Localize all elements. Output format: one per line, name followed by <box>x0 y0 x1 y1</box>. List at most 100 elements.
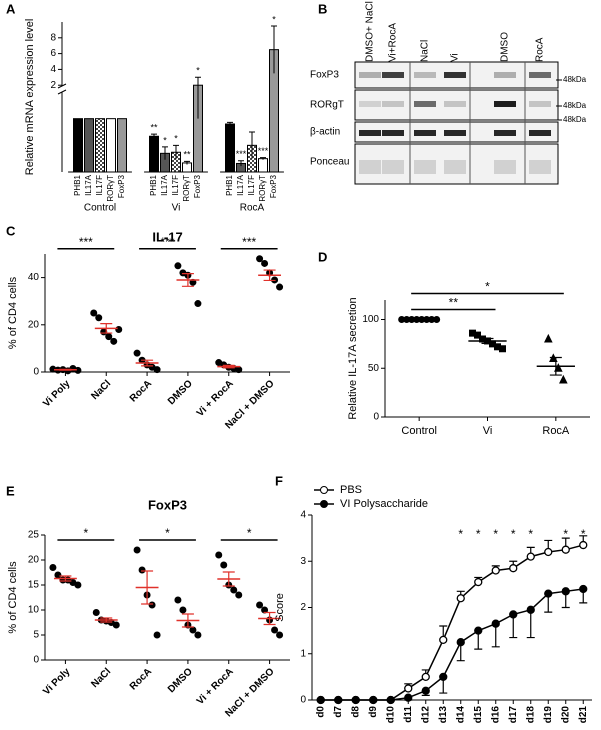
y-axis-label: Relative IL-17A secretion <box>347 297 359 419</box>
point <box>74 581 82 589</box>
significance: * <box>163 135 167 145</box>
y-tick-label: 20 <box>28 319 40 330</box>
chart-title: IL-17 <box>152 229 182 244</box>
bar <box>149 135 159 173</box>
row-label: FoxP3 <box>310 70 339 81</box>
x-tick-label: d16 <box>490 706 501 724</box>
error-bar <box>222 571 235 587</box>
x-tick-label: IL17A <box>236 174 245 196</box>
x-tick-label: PHB1 <box>149 174 158 195</box>
size-marker: 48kDa <box>563 75 587 84</box>
y-axis-label: Relative mRNA expression level <box>24 19 36 176</box>
point <box>509 564 518 573</box>
x-tick-label: d13 <box>438 706 449 724</box>
error-bar <box>249 131 255 159</box>
bar <box>95 118 105 173</box>
panel-label: C <box>6 223 16 238</box>
y-tick-label: 15 <box>28 580 40 591</box>
significance: * <box>174 134 178 144</box>
error-bar <box>222 364 235 369</box>
point <box>554 363 563 372</box>
x-tick-label: RORγT <box>106 175 115 202</box>
error-bar <box>263 269 276 282</box>
bar <box>117 118 127 173</box>
axes <box>44 535 290 661</box>
point <box>153 366 161 374</box>
error-bar <box>238 160 244 167</box>
point <box>439 672 448 682</box>
point <box>110 337 118 345</box>
bar <box>73 118 83 173</box>
point <box>194 631 202 639</box>
panel-label: F <box>275 473 283 488</box>
y-axis-label: % of CD4 cells <box>7 276 19 349</box>
x-tick-label: RocA <box>128 378 154 404</box>
x-tick-label: RORγT <box>258 175 267 202</box>
panel-label: A <box>6 1 16 16</box>
bar <box>106 118 116 173</box>
point <box>112 621 120 629</box>
chart-title: FoxP3 <box>148 497 187 512</box>
axes <box>44 254 290 373</box>
point <box>559 374 568 384</box>
legend-label: PBS <box>340 484 362 496</box>
point <box>148 601 156 609</box>
point <box>474 331 481 339</box>
x-tick-label: Vi + RocA <box>195 666 236 707</box>
x-tick-label: d10 <box>385 706 396 724</box>
significance: *** <box>160 235 174 249</box>
point <box>561 545 570 554</box>
x-tick-label: d7 <box>333 706 344 718</box>
y-tick-label: 50 <box>368 363 380 374</box>
significance: * <box>493 527 498 541</box>
error-bar <box>59 368 72 371</box>
lane-label: DMSO+ NaCl <box>365 1 376 62</box>
x-group-label: RocA <box>240 203 265 214</box>
band <box>529 160 551 174</box>
point <box>456 638 465 647</box>
point <box>271 626 279 634</box>
x-tick-label: d17 <box>508 706 519 724</box>
x-tick-label: d14 <box>455 706 466 724</box>
x-group-label: Vi <box>172 203 181 214</box>
band <box>444 130 466 136</box>
lane-label: DMSO <box>500 32 511 62</box>
x-tick-label: NaCl <box>89 378 113 402</box>
x-tick-label: RocA <box>542 425 570 437</box>
x-tick-label: d0 <box>315 706 326 718</box>
point <box>544 547 553 557</box>
x-tick-label: IL17F <box>95 175 104 196</box>
row-label: β-actin <box>310 127 340 138</box>
point <box>230 586 238 594</box>
error-bar <box>481 337 494 344</box>
significance: * <box>563 527 568 541</box>
point <box>92 609 100 616</box>
band <box>382 130 404 136</box>
significance: ** <box>449 296 459 310</box>
point <box>579 584 588 594</box>
y-tick-label: 40 <box>28 272 40 283</box>
x-tick-label: Vi <box>483 425 493 437</box>
point <box>133 349 141 357</box>
y-tick-label: 6 <box>50 48 56 59</box>
significance: * <box>272 14 276 24</box>
significance: *** <box>236 149 247 159</box>
point <box>474 577 483 587</box>
point <box>561 587 570 596</box>
point <box>256 255 264 263</box>
y-tick-label: 3 <box>300 556 306 567</box>
y-tick-label: 2 <box>300 602 306 613</box>
point <box>174 262 182 270</box>
error-bar <box>141 359 154 367</box>
point <box>115 326 123 334</box>
bar <box>225 123 235 173</box>
error-bar <box>100 323 113 334</box>
error-bar <box>526 609 535 639</box>
error-bar <box>181 613 194 628</box>
significance: * <box>458 527 463 541</box>
point <box>133 546 141 554</box>
western-blot: B DMSO+ NaCl Vi+RocA NaCl Vi DMSO RocA F… <box>310 1 587 185</box>
x-tick-label: Vi + RocA <box>195 378 236 419</box>
error-bar <box>59 575 72 582</box>
point <box>174 596 182 604</box>
